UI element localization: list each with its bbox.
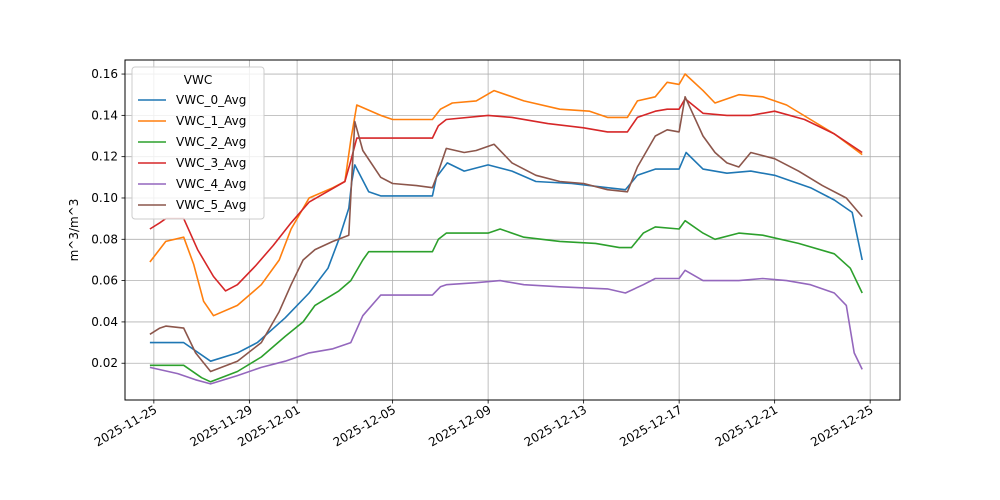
y-axis-label: m^3/m^3 xyxy=(67,199,81,262)
series-line-vwc-3-avg xyxy=(149,98,863,292)
legend-label: VWC_0_Avg xyxy=(176,93,246,107)
series-line-vwc-1-avg xyxy=(149,73,863,317)
series-line-vwc-2-avg xyxy=(149,219,863,383)
y-tick-label: 0.14 xyxy=(91,108,118,122)
legend-label: VWC_5_Avg xyxy=(176,198,246,212)
plot-frame xyxy=(124,59,901,401)
y-tick-label: 0.08 xyxy=(91,232,118,246)
legend-label: VWC_4_Avg xyxy=(176,177,246,191)
legend-label: VWC_3_Avg xyxy=(176,156,246,170)
plot-lines xyxy=(149,73,863,385)
series-line-vwc-5-avg xyxy=(149,96,863,373)
y-tick-label: 0.10 xyxy=(91,191,118,205)
y-tick-label: 0.06 xyxy=(91,274,118,288)
legend-title: VWC xyxy=(184,73,212,87)
series-line-vwc-0-avg xyxy=(149,151,863,363)
legend-box xyxy=(131,66,265,220)
y-tick-label: 0.16 xyxy=(91,67,118,81)
y-axis: 0.02 0.04 0.06 0.08 0.10 0.12 0.14 0.16 xyxy=(91,67,125,370)
y-tick-label: 0.02 xyxy=(91,356,118,370)
legend-label: VWC_2_Avg xyxy=(176,135,246,149)
y-tick-label: 0.04 xyxy=(91,315,118,329)
series-line-vwc-4-avg xyxy=(149,269,863,385)
y-tick-label: 0.12 xyxy=(91,150,118,164)
legend: VWC VWC_0_Avg VWC_1_Avg VWC_2_Avg VWC_3_Avg V… xyxy=(131,66,265,220)
legend-label: VWC_1_Avg xyxy=(176,114,246,128)
